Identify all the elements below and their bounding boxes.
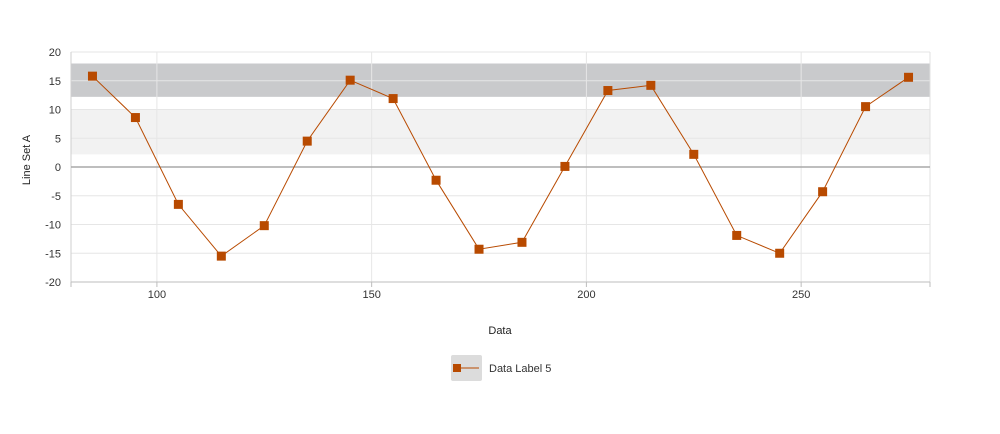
data-point[interactable]	[732, 230, 742, 240]
legend-marker	[453, 364, 461, 372]
data-point[interactable]	[87, 71, 97, 81]
x-tick-label: 150	[362, 289, 380, 301]
data-point[interactable]	[388, 94, 398, 104]
plot-band-0	[71, 109, 930, 155]
series-layer	[87, 71, 914, 261]
data-point[interactable]	[302, 136, 312, 146]
x-tick-label: 250	[792, 289, 810, 301]
data-point[interactable]	[904, 72, 914, 82]
legend-label: Data Label 5	[489, 363, 551, 375]
y-axis-title: Line Set A	[21, 134, 33, 185]
y-tick-label: -5	[51, 191, 61, 203]
y-tick-label: 0	[55, 162, 61, 174]
data-point[interactable]	[474, 244, 484, 254]
data-point[interactable]	[861, 102, 871, 112]
y-tick-label: 10	[49, 105, 61, 117]
plot-band-1	[71, 63, 930, 97]
y-tick-label: -10	[45, 220, 61, 232]
plot-bands	[71, 63, 930, 155]
data-point[interactable]	[517, 237, 527, 247]
x-axis-ticks: 100 150 200 250	[148, 282, 810, 301]
data-point[interactable]	[259, 221, 269, 231]
y-tick-label: -20	[45, 277, 61, 289]
x-axis-title: Data	[488, 325, 512, 337]
y-axis-ticks: 20 15 10 5 0 -5 -10 -15 -20	[45, 47, 61, 289]
y-tick-label: -15	[45, 248, 61, 260]
data-point[interactable]	[818, 187, 828, 197]
legend[interactable]: Data Label 5	[451, 355, 551, 381]
y-tick-label: 5	[55, 133, 61, 145]
x-tick-label: 100	[148, 289, 166, 301]
data-point[interactable]	[431, 175, 441, 185]
series-line-0	[92, 75, 909, 257]
data-point[interactable]	[775, 248, 785, 258]
data-point[interactable]	[130, 113, 140, 123]
data-point[interactable]	[216, 251, 226, 261]
y-tick-label: 20	[49, 47, 61, 59]
y-tick-label: 15	[49, 76, 61, 88]
data-point[interactable]	[646, 80, 656, 90]
data-point[interactable]	[560, 161, 570, 171]
axes	[70, 52, 931, 287]
data-point[interactable]	[603, 86, 613, 96]
data-point[interactable]	[689, 149, 699, 159]
x-tick-label: 200	[577, 289, 595, 301]
data-point[interactable]	[345, 75, 355, 85]
data-point[interactable]	[173, 199, 183, 209]
